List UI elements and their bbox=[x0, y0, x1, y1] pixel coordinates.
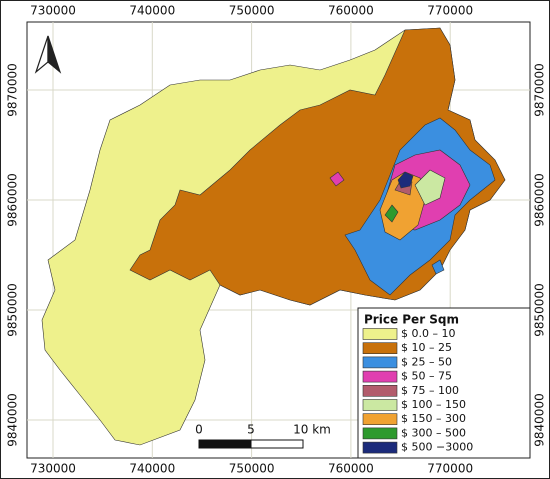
x-tick-label: 730000 bbox=[30, 462, 76, 476]
north-arrow bbox=[34, 35, 62, 74]
scale-label: 10 km bbox=[293, 423, 331, 437]
x-tick-label: 740000 bbox=[129, 4, 175, 18]
y-tick-label: 9850000 bbox=[6, 283, 20, 336]
legend-swatch bbox=[362, 399, 398, 411]
legend-label: $ 50 – 75 bbox=[401, 370, 452, 383]
legend-swatch bbox=[362, 370, 398, 383]
legend: Price Per Sqm $ 0.0 – 10$ 10 – 25$ 25 – … bbox=[357, 307, 531, 459]
legend-label: $ 150 – 300 bbox=[401, 412, 466, 425]
x-tick-label: 740000 bbox=[129, 462, 175, 476]
legend-swatch bbox=[362, 427, 398, 440]
y-tick-label: 9860000 bbox=[533, 173, 547, 226]
legend-label: $ 300 – 500 bbox=[401, 426, 466, 439]
y-tick-label: 9860000 bbox=[6, 173, 20, 226]
legend-swatch bbox=[362, 384, 398, 397]
y-tick-label: 9870000 bbox=[6, 63, 20, 116]
region bbox=[41, 27, 506, 446]
scale-bar: 0 5 10 km bbox=[195, 423, 331, 449]
legend-swatch bbox=[362, 413, 398, 426]
scale-label: 0 bbox=[195, 423, 203, 437]
legend-label: $ 25 – 50 bbox=[401, 355, 452, 368]
y-tick-label: 9840000 bbox=[533, 393, 547, 446]
legend-swatch bbox=[362, 342, 398, 355]
zone bbox=[329, 171, 345, 187]
legend-swatch bbox=[362, 356, 398, 369]
legend-title: Price Per Sqm bbox=[364, 313, 459, 327]
legend-label: $ 500 −3000 bbox=[401, 441, 473, 454]
zone bbox=[431, 259, 445, 275]
legend-swatch bbox=[362, 441, 398, 454]
y-tick-label: 9840000 bbox=[6, 393, 20, 446]
legend-label: $ 75 – 100 bbox=[401, 384, 459, 397]
zone bbox=[384, 204, 399, 223]
x-tick-label: 760000 bbox=[328, 4, 374, 18]
zone bbox=[397, 171, 414, 189]
y-tick-label: 9870000 bbox=[533, 63, 547, 116]
x-tick-label: 770000 bbox=[427, 4, 473, 18]
x-tick-label: 730000 bbox=[30, 4, 76, 18]
zone bbox=[414, 169, 446, 206]
legend-label: $ 100 – 150 bbox=[401, 398, 466, 411]
x-tick-label: 760000 bbox=[328, 462, 374, 476]
scale-label: 5 bbox=[247, 423, 255, 437]
y-tick-label: 9850000 bbox=[533, 283, 547, 336]
x-tick-label: 750000 bbox=[229, 4, 275, 18]
legend-label: $ 0.0 – 10 bbox=[401, 327, 455, 340]
legend-label: $ 10 – 25 bbox=[401, 341, 452, 354]
legend-swatch bbox=[362, 328, 398, 340]
x-tick-label: 750000 bbox=[229, 462, 275, 476]
x-tick-label: 770000 bbox=[427, 462, 473, 476]
